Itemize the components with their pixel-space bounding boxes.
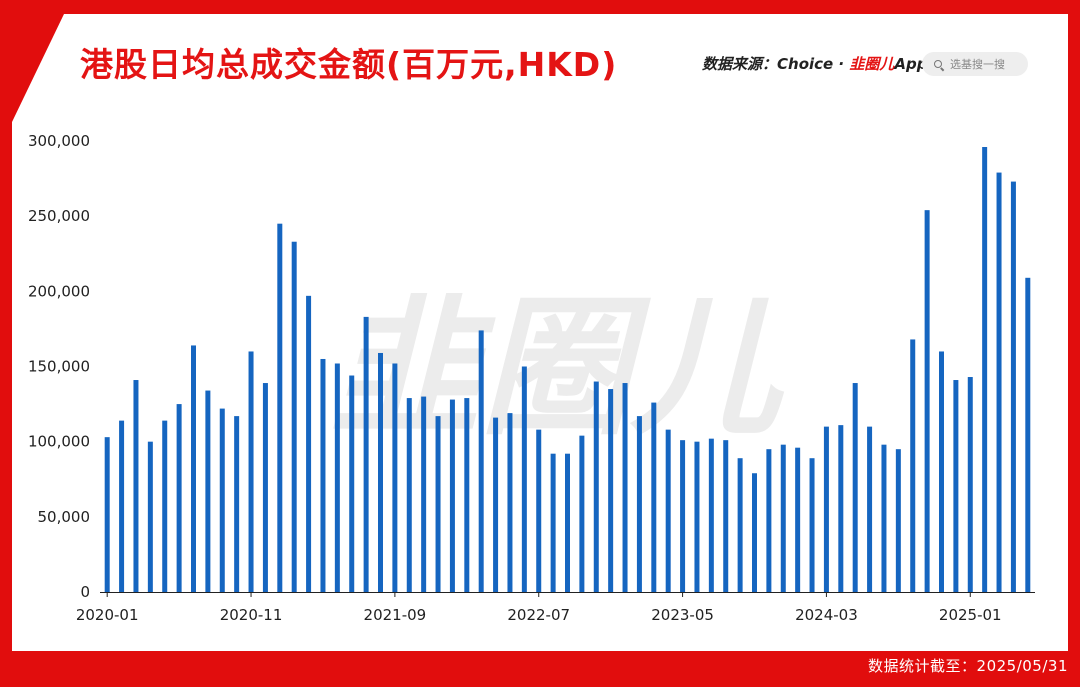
bar-2021-07 [363,316,369,592]
chart-title: 港股日均总成交金额(百万元,HKD) [80,45,618,84]
bar-2022-05 [507,413,513,592]
bar-2023-11 [766,449,772,592]
bar-2020-03 [133,380,139,592]
bar-2023-08 [723,440,729,592]
x-tick-label: 2020-11 [220,606,283,624]
bar-2022-06 [521,366,527,592]
bar-2024-06 [867,426,873,592]
watermark: 韭圈儿 [330,282,785,456]
y-tick-label: 150,000 [28,358,90,376]
bar-2025-04 [1010,181,1016,592]
bar-2021-02 [291,241,297,592]
x-tick-label: 2020-01 [76,606,139,624]
y-tick-label: 0 [80,583,90,601]
bar-2024-04 [838,425,844,592]
y-tick-label: 200,000 [28,282,90,300]
search-placeholder: 选基搜一搜 [950,58,1005,71]
bar-2020-12 [262,383,268,592]
bar-2021-05 [334,363,340,592]
search-box[interactable]: 选基搜一搜 [922,52,1028,76]
bar-2021-11 [421,396,427,592]
bar-2024-05 [852,383,858,592]
bar-2024-02 [809,458,815,592]
bar-2020-04 [147,441,153,592]
bar-2024-03 [823,426,829,592]
source-brand: 韭圈儿 [849,55,895,73]
bar-2020-06 [176,404,182,592]
bar-2024-01 [795,447,801,592]
bar-2024-11 [939,351,944,592]
bar-2020-01 [104,437,110,592]
bar-2021-01 [277,223,283,592]
bar-2020-11 [248,351,254,592]
source-prefix: 数据来源：Choice · [702,55,850,73]
corner-notch [12,14,64,122]
x-tick-label: 2025-01 [939,606,1002,624]
bar-2023-05 [680,440,686,592]
bar-2025-05 [1025,277,1031,592]
bar-2021-08 [378,352,383,592]
bar-2023-10 [752,473,757,592]
bar-2023-01 [622,383,628,592]
bar-2022-04 [493,417,499,592]
bar-series [104,147,1031,592]
y-tick-label: 250,000 [28,207,90,225]
bar-2021-12 [435,416,441,592]
bar-2020-07 [191,345,196,592]
x-tick-label: 2021-09 [364,606,427,624]
bar-2024-08 [895,449,901,592]
bar-2023-07 [708,438,714,592]
y-tick-label: 50,000 [38,508,91,526]
y-tick-label: 100,000 [28,433,90,451]
bar-2024-09 [910,339,916,592]
x-axis: 2020-01 2020-11 2021-09 2022-07 2023-05 2024-… [76,592,1035,624]
bar-2021-03 [306,295,312,592]
bar-2022-08 [550,453,556,592]
bar-2023-03 [651,402,657,592]
bar-2020-10 [234,416,240,592]
bar-2023-06 [694,441,700,592]
bar-2023-09 [737,458,743,592]
bar-2020-05 [162,420,168,592]
bar-2020-09 [219,408,225,592]
bar-2024-07 [881,444,887,592]
bar-2020-08 [205,390,211,592]
bar-2021-06 [349,375,355,592]
bar-2022-03 [478,330,484,592]
source-suffix: App [894,55,928,73]
bar-2022-12 [608,389,614,592]
bar-2024-10 [924,210,930,592]
x-tick-label: 2024-03 [795,606,858,624]
bar-2022-07 [536,429,542,592]
bar-2022-10 [579,435,585,592]
bar-2025-01 [967,377,973,592]
bar-2023-04 [665,429,671,592]
bar-2023-12 [780,444,786,592]
bar-2022-01 [449,399,455,592]
x-tick-label: 2022-07 [507,606,570,624]
x-tick-label: 2023-05 [651,606,714,624]
bar-2022-11 [593,381,599,592]
bar-2025-03 [996,172,1002,592]
bar-2025-02 [982,147,988,592]
bar-2022-09 [565,453,570,592]
bar-2021-10 [406,398,412,592]
y-tick-label: 300,000 [28,132,90,150]
bar-2020-02 [119,420,125,592]
bar-2024-12 [953,380,959,592]
data-source: 数据来源：Choice · 韭圈儿App [702,53,927,74]
bar-2023-02 [636,416,642,592]
bar-2021-09 [392,363,398,592]
data-cutoff-date: 数据统计截至：2025/05/31 [868,657,1068,675]
y-axis: 0 50,000 100,000 150,000 200,000 250,000 300,0… [28,132,90,601]
bar-2021-04 [320,358,326,592]
search-icon [934,59,943,69]
bar-2022-02 [464,398,470,592]
